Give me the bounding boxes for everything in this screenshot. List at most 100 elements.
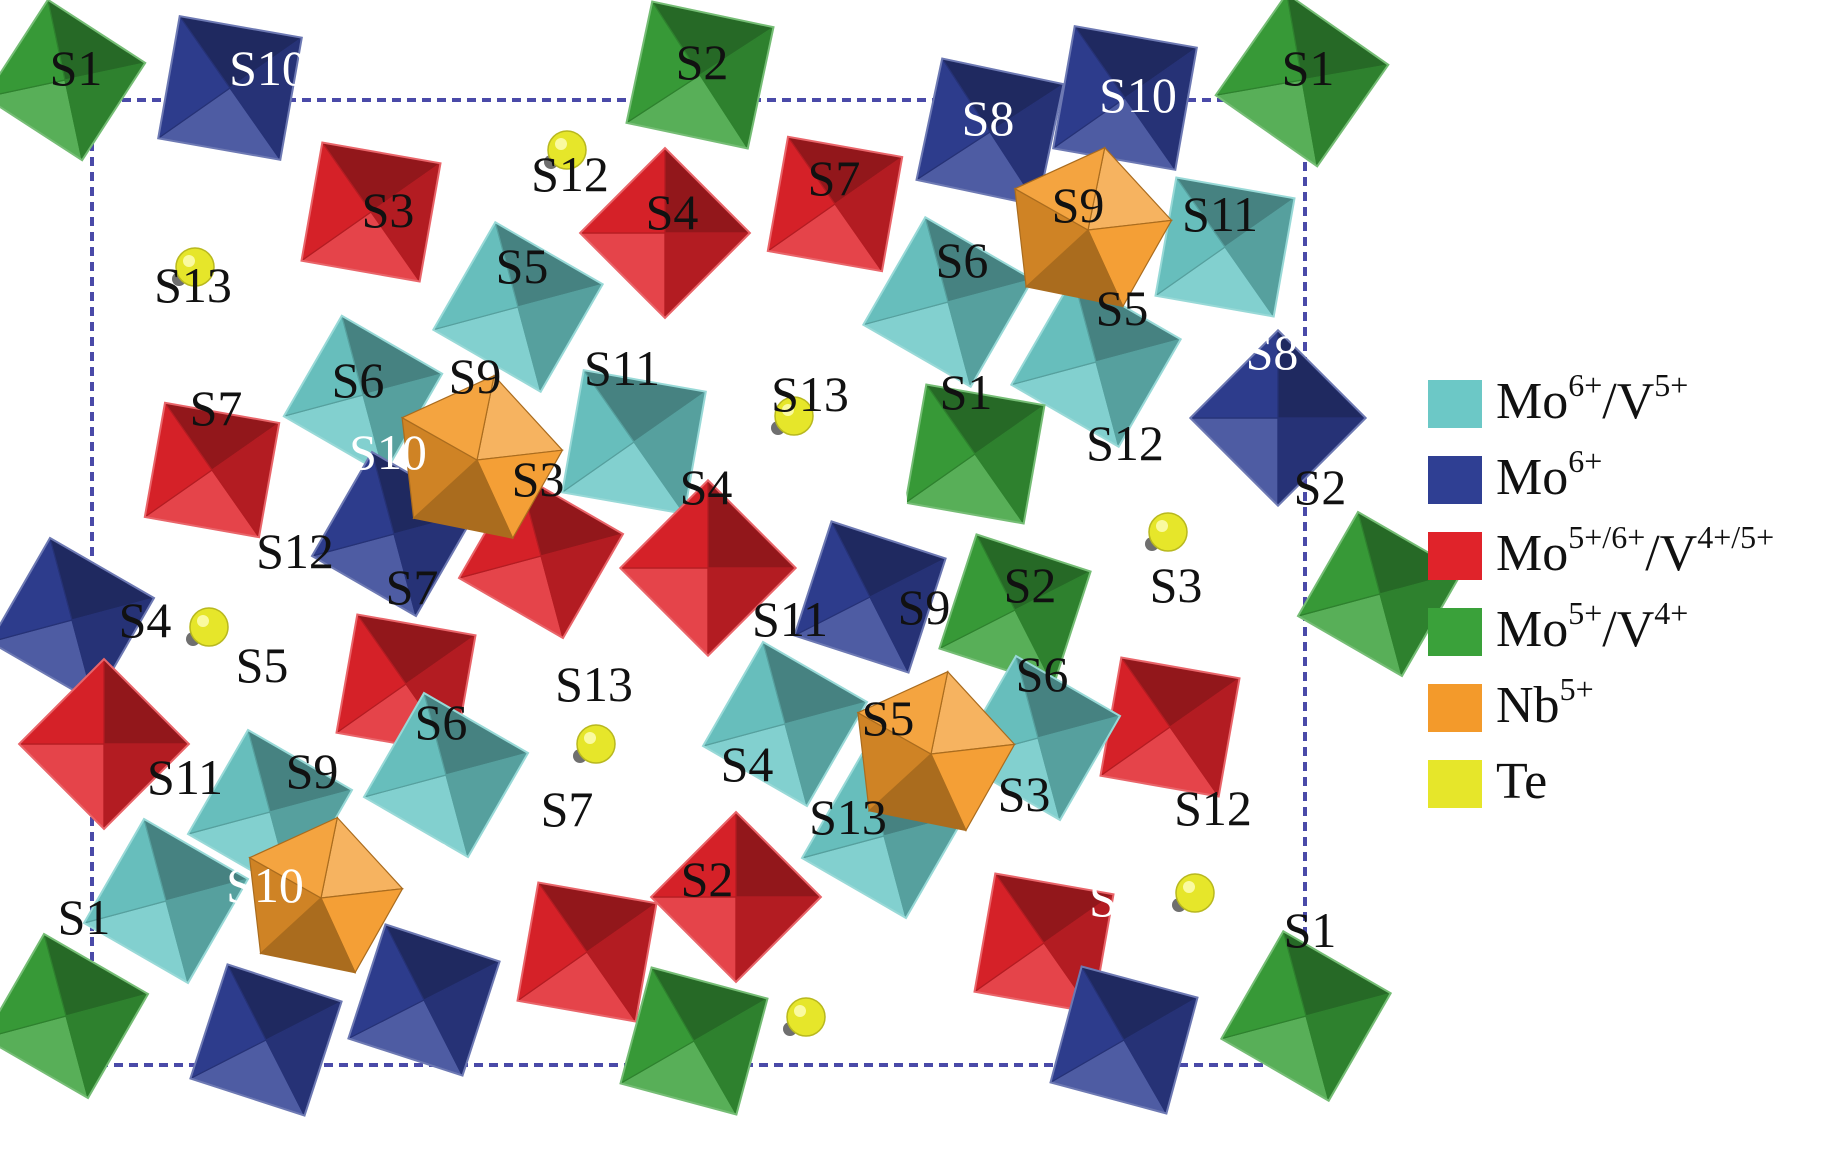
octahedron-s4 [17, 657, 191, 831]
octahedron-s7 [516, 881, 658, 1023]
site-label-s12: S12 [1086, 415, 1164, 471]
legend-item: Mo5+/V4+ [1428, 595, 1838, 674]
legend-superscript: 5+/6+ [1568, 519, 1646, 555]
site-label-s6: S6 [936, 232, 989, 288]
site-label-s2: S2 [1004, 557, 1057, 613]
site-label-s7: S7 [386, 559, 439, 615]
legend-label: Nb5+ [1496, 671, 1594, 738]
site-label-s4: S4 [680, 459, 733, 515]
legend-text-part: /V [1602, 373, 1655, 430]
site-label-s2: S2 [676, 34, 729, 90]
pentagonal-bipyramid-s9 [1013, 146, 1173, 308]
site-label-s11: S11 [752, 591, 828, 647]
octahedron-s1 [0, 932, 150, 1100]
site-label-s9: S9 [449, 348, 502, 404]
navy-square-icon [1428, 456, 1482, 504]
site-label-s5: S5 [862, 690, 915, 746]
site-label-s3: S3 [512, 451, 565, 507]
site-label-s10: S10 [1089, 871, 1167, 927]
octahedron-s2 [625, 0, 775, 150]
site-label-s10: S10 [226, 857, 304, 913]
tellurium-atom [186, 607, 229, 647]
octahedron-s10 [1049, 965, 1199, 1115]
site-label-s10: S10 [349, 424, 427, 480]
tellurium-atom [783, 997, 826, 1037]
octahedron-s2 [619, 966, 769, 1116]
legend-text-part: Mo [1496, 601, 1569, 658]
site-label-s9: S9 [898, 579, 951, 635]
octahedron-s3 [300, 141, 442, 283]
site-label-s6: S6 [415, 694, 468, 750]
site-label-s3: S3 [1150, 557, 1203, 613]
legend-item: Mo6+/V5+ [1428, 367, 1838, 446]
tellurium-atom [573, 724, 616, 764]
tellurium-atom [1145, 512, 1188, 552]
site-label-s8: S8 [1246, 324, 1299, 380]
site-label-s8: S8 [22, 459, 75, 515]
legend-label: Mo6+ [1496, 443, 1603, 510]
site-label-s2: S2 [1294, 459, 1347, 515]
site-label-s13: S13 [809, 789, 887, 845]
octahedron-s7 [335, 613, 477, 755]
octahedron-s10 [1052, 25, 1198, 171]
legend-superscript: 6+ [1568, 367, 1603, 403]
octahedron-s10 [157, 15, 303, 161]
pentagonal-bipyramid-layer [248, 146, 1173, 974]
octahedron-s1 [0, 0, 147, 162]
site-labels-layer: S1 S10 S2 S8 S10 S1 S3 S4 S7 S11 S6 S5 S6 S5 S11 S7 S8 S1… [22, 34, 1347, 958]
site-label-s11: S11 [147, 749, 223, 805]
site-label-s11: S11 [1182, 186, 1258, 242]
octahedron-s7 [766, 135, 904, 273]
octahedron-s6 [282, 314, 444, 476]
legend-superscript: 4+/5+ [1697, 519, 1775, 555]
legend-label: Mo5+/6+/V4+/5+ [1496, 519, 1775, 586]
site-label-s10: S10 [1099, 67, 1177, 123]
octahedron-s1 [904, 383, 1046, 525]
site-label-s8: S8 [962, 90, 1015, 146]
site-label-s12: S12 [531, 146, 609, 202]
legend-text-part: /V [1602, 601, 1655, 658]
octahedron-s7 [143, 401, 281, 539]
site-label-s1: S1 [1284, 902, 1337, 958]
tellurium-layer [172, 130, 1215, 1037]
site-label-s1: S1 [58, 889, 111, 945]
octahedron-s8 [915, 57, 1065, 207]
octahedron-s11 [561, 369, 707, 515]
site-label-s1: S1 [50, 40, 103, 96]
site-label-s5: S5 [1096, 280, 1149, 336]
site-label-s1: S1 [1282, 40, 1335, 96]
legend-superscript: 5+ [1559, 671, 1594, 707]
red-square-icon [1428, 532, 1482, 580]
legend-label: Te [1496, 750, 1547, 814]
legend-text-part: Mo [1496, 449, 1569, 506]
octahedron-s4 [649, 810, 823, 984]
tellurium-atom [771, 396, 814, 436]
legend-superscript: 4+ [1654, 595, 1689, 631]
site-label-s2: S2 [681, 851, 734, 907]
site-label-s9: S9 [1052, 177, 1105, 233]
site-label-s7: S7 [808, 150, 861, 206]
site-label-s9: S9 [286, 743, 339, 799]
site-label-s7: S7 [541, 781, 594, 837]
legend-text-part: /V [1645, 525, 1698, 582]
pentagonal-bipyramid-s9 [248, 816, 404, 974]
orange-square-icon [1428, 684, 1482, 732]
legend: Mo6+/V5+ Mo6+ Mo5+/6+/V4+/5+ Mo5+/V4+ Nb5+ Te [1428, 367, 1838, 826]
site-label-s13: S13 [555, 656, 633, 712]
legend-item: Te [1428, 750, 1838, 826]
site-label-s13: S13 [771, 366, 849, 422]
site-label-s3: S3 [362, 182, 415, 238]
legend-item: Mo5+/6+/V4+/5+ [1428, 519, 1838, 598]
site-label-s8: S8 [399, 831, 452, 887]
legend-item: Mo6+ [1428, 443, 1838, 522]
legend-label: Mo6+/V5+ [1496, 367, 1688, 434]
site-label-s5: S5 [496, 238, 549, 294]
site-label-s10: S10 [831, 472, 909, 528]
green-square-icon [1428, 608, 1482, 656]
octahedron-s11 [82, 817, 250, 985]
legend-superscript: 6+ [1568, 443, 1603, 479]
site-label-s7: S7 [190, 380, 243, 436]
site-label-s12: S12 [1174, 780, 1252, 836]
octahedron-s11 [1154, 176, 1296, 318]
